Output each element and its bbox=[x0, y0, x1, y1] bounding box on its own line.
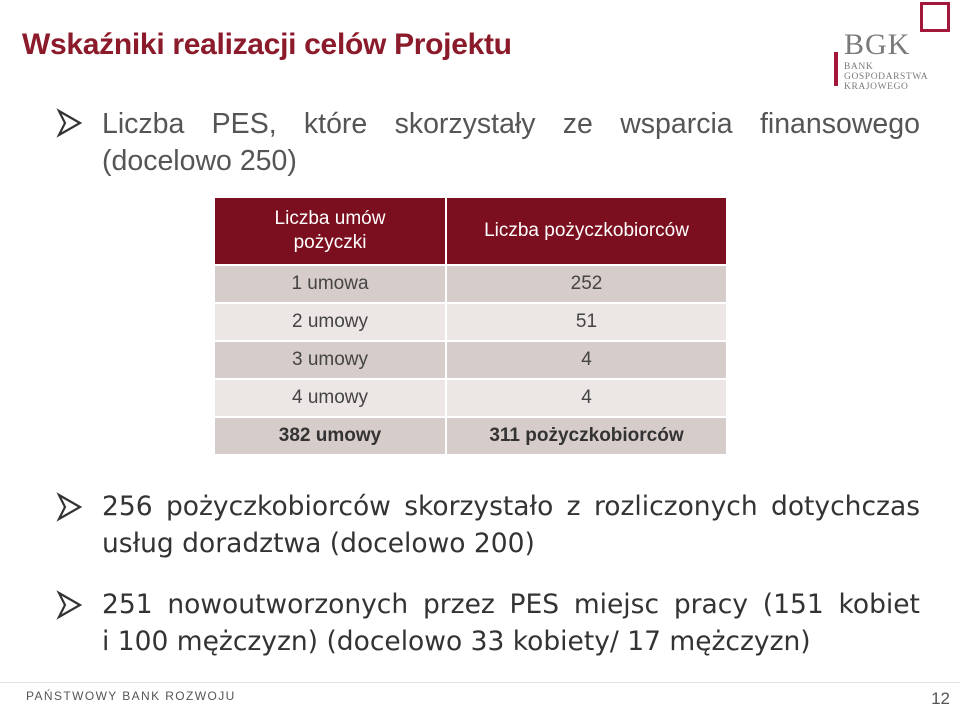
cell-contracts: 2 umowy bbox=[213, 302, 447, 342]
table-row: 1 umowa 252 bbox=[213, 264, 728, 304]
total-contracts: 382 umowy bbox=[213, 416, 447, 456]
table-header-borrowers: Liczba pożyczkobiorców bbox=[445, 196, 728, 266]
bullet-line: i 100 mężczyzn) (docelowo 33 kobiety/ 17… bbox=[102, 626, 811, 657]
arrow-bullet-icon bbox=[56, 108, 84, 145]
bullet-word: PES bbox=[509, 589, 560, 620]
cell-borrowers: 252 bbox=[445, 264, 728, 304]
table-row: 4 umowy 4 bbox=[213, 378, 728, 418]
page-number: 12 bbox=[931, 689, 950, 708]
logo-square-icon bbox=[920, 2, 950, 32]
bullet-pes-count: Liczba PES, które skorzystały ze wsparcia fina… bbox=[102, 106, 920, 180]
logo-subtitle: BANK GOSPODARSTWA KRAJOWEGO bbox=[844, 62, 929, 92]
bullet-word: kobiet bbox=[838, 589, 920, 620]
bullet-jobs: 251 nowoutworzonych przez PES miejsc pracy (15… bbox=[102, 586, 920, 660]
bullet-word: przez bbox=[422, 589, 495, 620]
bullet-word: które bbox=[303, 108, 368, 140]
cell-contracts: 1 umowa bbox=[213, 264, 447, 304]
bullet-word: PES, bbox=[211, 108, 277, 140]
logo-name: BGK bbox=[844, 28, 911, 61]
bullet-word: finansowego bbox=[759, 108, 920, 140]
bullet-line: 251 nowoutworzonych przez PES miejsc pracy (15… bbox=[102, 586, 920, 623]
bullet-word: pracy bbox=[673, 589, 749, 620]
bullet-word: Liczba bbox=[102, 108, 185, 140]
cell-contracts: 4 umowy bbox=[213, 378, 447, 418]
page-title: Wskaźniki realizacji celów Projektu bbox=[22, 28, 512, 61]
bullet-line: (docelowo 250) bbox=[102, 145, 297, 177]
cell-borrowers: 4 bbox=[445, 340, 728, 380]
bullet-advisory: 256 pożyczkobiorców skorzystało z rozliczony… bbox=[102, 488, 920, 562]
cell-borrowers: 4 bbox=[445, 378, 728, 418]
cell-borrowers: 51 bbox=[445, 302, 728, 342]
bullet-word: skorzystały bbox=[394, 108, 536, 140]
bullet-word: 256 bbox=[102, 491, 153, 522]
bullet-word: skorzystało bbox=[404, 491, 554, 522]
table-header-contracts: Liczba umów pożyczki bbox=[213, 196, 447, 266]
bullet-word: pożyczkobiorców bbox=[165, 491, 391, 522]
bullet-word: miejsc bbox=[573, 589, 660, 620]
bullet-line: 256 pożyczkobiorców skorzystało z rozliczony… bbox=[102, 488, 920, 525]
bullet-word: dotychczas bbox=[771, 491, 920, 522]
logo-bar bbox=[834, 52, 838, 86]
bullet-word: ze bbox=[562, 108, 593, 140]
bullet-word: rozliczonych bbox=[593, 491, 758, 522]
arrow-bullet-icon bbox=[56, 590, 84, 627]
loans-table: Liczba umów pożyczki Liczba pożyczkobior… bbox=[213, 196, 728, 456]
arrow-bullet-icon bbox=[56, 492, 84, 529]
bullet-word: 251 bbox=[102, 589, 153, 620]
footer-org: PAŃSTWOWY BANK ROZWOJU bbox=[26, 689, 236, 703]
cell-contracts: 3 umowy bbox=[213, 340, 447, 380]
bullet-word: (151 bbox=[762, 589, 824, 620]
bullet-word: nowoutworzonych bbox=[167, 589, 409, 620]
bullet-word: wsparcia bbox=[620, 108, 733, 140]
bullet-word: z bbox=[566, 491, 581, 522]
table-total-row: 382 umowy 311 pożyczkobiorców bbox=[213, 416, 728, 456]
table-row: 2 umowy 51 bbox=[213, 302, 728, 342]
bullet-line: Liczba PES, które skorzystały ze wsparcia fina… bbox=[102, 106, 920, 143]
total-borrowers: 311 pożyczkobiorców bbox=[445, 416, 728, 456]
bullet-line: usług doradztwa (docelowo 200) bbox=[102, 528, 535, 559]
table-row: 3 umowy 4 bbox=[213, 340, 728, 380]
bgk-logo: BGK BANK GOSPODARSTWA KRAJOWEGO bbox=[828, 0, 960, 92]
footer-divider bbox=[0, 682, 960, 683]
